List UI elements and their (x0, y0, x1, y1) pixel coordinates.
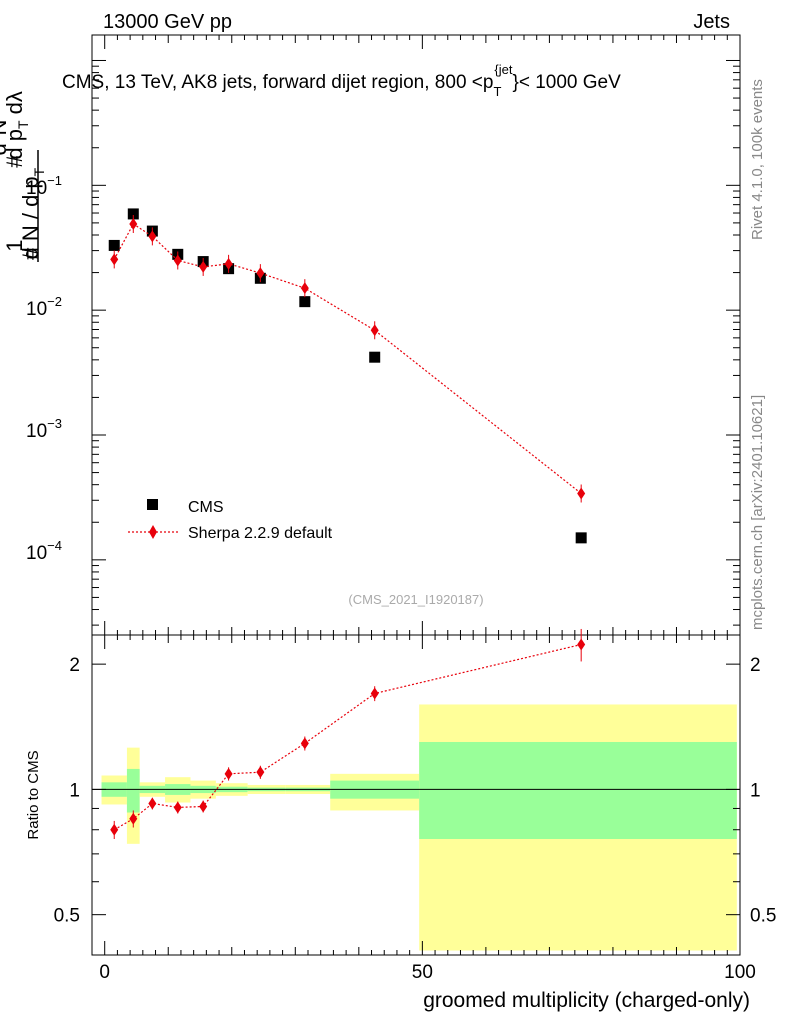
legend-cms-label: CMS (188, 499, 224, 516)
ratio-series-layer (110, 628, 586, 840)
ratio-ytick-label-right: 0.5 (750, 906, 776, 927)
main-y-axis-label: #1d N / d pT#d2Nd pT dλ (0, 91, 47, 260)
ratio-data-point (300, 737, 309, 750)
ratio-panel: 2 1 0.5 2 1 0.5 0 50 100 Ratio to CMS gr… (25, 628, 776, 1012)
main-ytick-label: 10−3 (26, 416, 62, 442)
ratio-ytick-label-right: 2 (750, 655, 761, 676)
ratio-data-point (148, 797, 157, 810)
cms-data-point (299, 296, 311, 308)
y-axis-label-fraction: #1d N / d pT#d2Nd pT dλ (0, 91, 47, 260)
cms-data-point (369, 351, 381, 363)
ratio-frame (91, 634, 741, 956)
ratio-ytick-label-right: 1 (750, 780, 761, 801)
main-ytick-label: 10−2 (26, 294, 62, 320)
x-axis-label: groomed multiplicity (charged-only) (423, 989, 750, 1012)
mcplots-source-text: mcplots.cern.ch [arXiv:2401.10621] (749, 395, 766, 630)
sherpa-data-point (577, 487, 586, 500)
ratio-data-point (577, 638, 586, 651)
ratio-ytick-label: 2 (69, 655, 80, 676)
legend: CMS Sherpa 2.2.9 default (128, 499, 333, 542)
main-axis-ticks (92, 35, 741, 635)
ratio-data-point (370, 687, 379, 700)
sherpa-series-line (113, 223, 582, 494)
cms-data-point (108, 239, 120, 251)
rivet-version-text: Rivet 4.1.0, 100k events (749, 79, 766, 240)
sherpa-data-point (110, 253, 119, 266)
main-ytick-label: 10−1 (26, 173, 62, 199)
sherpa-data-point (129, 217, 138, 230)
header-left: 13000 GeV pp (103, 11, 232, 33)
ratio-band-green (126, 768, 140, 813)
analysis-watermark: (CMS_2021_I1920187) (348, 592, 483, 607)
main-y-tick-labels: 10−1 10−2 10−3 10−4 (26, 173, 62, 564)
main-ytick-label: 10−4 (26, 538, 62, 564)
ratio-data-point (199, 800, 208, 813)
sherpa-data-point (224, 257, 233, 270)
sherpa-data-point (300, 282, 309, 295)
sherpa-data-point (370, 324, 379, 337)
ratio-data-point (256, 766, 265, 779)
xtick-label: 50 (412, 962, 433, 983)
ratio-band-green (419, 741, 737, 840)
chart-title: CMS, 13 TeV, AK8 jets, forward dijet reg… (62, 62, 621, 99)
main-panel: 10−1 10−2 10−3 10−4 CMS, 13 TeV, AK8 jet… (0, 34, 741, 636)
ratio-data-point (173, 801, 182, 814)
xtick-label: 100 (724, 962, 756, 983)
ratio-uncertainty-bands (101, 704, 737, 951)
ratio-y-axis-label: Ratio to CMS (25, 750, 42, 839)
sherpa-data-point (256, 267, 265, 280)
legend-cms-marker (147, 499, 158, 510)
legend-sherpa-label: Sherpa 2.2.9 default (188, 525, 333, 542)
header-right: Jets (693, 11, 730, 33)
ratio-data-point (129, 812, 138, 825)
ratio-data-point (110, 823, 119, 836)
ratio-ytick-label: 1 (69, 780, 80, 801)
main-series-layer (108, 208, 587, 544)
sherpa-data-point (173, 254, 182, 267)
cms-data-point (575, 532, 587, 544)
sherpa-data-point (148, 230, 157, 243)
cms-data-point (127, 208, 139, 220)
ratio-ytick-label: 0.5 (54, 906, 80, 927)
xtick-label: 0 (99, 962, 110, 983)
legend-sherpa-marker (149, 525, 157, 539)
ratio-axis-ticks (92, 635, 741, 955)
ratio-data-point (224, 767, 233, 780)
main-frame (91, 34, 741, 636)
sherpa-data-point (199, 260, 208, 273)
